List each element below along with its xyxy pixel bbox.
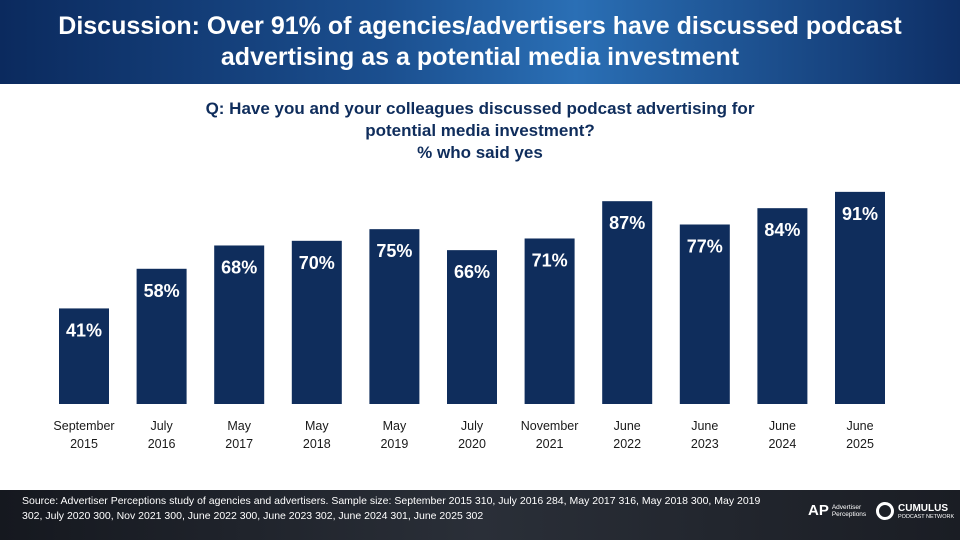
tick-label-5-1: 2020 [458, 437, 486, 451]
data-label-8: 77% [687, 236, 723, 256]
data-label-7: 87% [609, 213, 645, 233]
tick-label-6-1: 2021 [536, 437, 564, 451]
data-label-6: 71% [532, 250, 568, 270]
data-label-4: 75% [376, 241, 412, 261]
tick-label-8-0: June [691, 419, 718, 433]
question-block: Q: Have you and your colleagues discusse… [120, 98, 840, 164]
bar-4 [369, 229, 420, 404]
tick-label-7-0: June [614, 419, 641, 433]
ap-wordmark: Advertiser Perceptions [832, 504, 866, 518]
tick-label-0-1: 2015 [70, 437, 98, 451]
question-line-3: % who said yes [417, 143, 543, 162]
tick-label-5-0: July [461, 419, 484, 433]
tick-label-3-1: 2018 [303, 437, 331, 451]
bar-5 [447, 250, 497, 404]
tick-label-2-0: May [227, 419, 251, 433]
cumulus-wordmark: CUMULUS PODCAST NETWORK [898, 503, 954, 520]
bar-chart: 41% September 2015 58% July 2016 68% May 2017 70%… [53, 191, 885, 451]
footer: Source: Advertiser Perceptions study of … [0, 490, 960, 540]
bar-10 [835, 191, 885, 404]
tick-label-0-0: September [53, 419, 114, 433]
question-line-1: Q: Have you and your colleagues discusse… [205, 99, 755, 118]
data-label-9: 84% [764, 220, 800, 240]
tick-label-9-0: June [769, 419, 796, 433]
ap-mark: AP [808, 502, 829, 519]
bar-7 [602, 201, 653, 404]
bar-6 [524, 238, 575, 404]
tick-label-3-0: May [305, 419, 329, 433]
tick-label-9-1: 2024 [768, 437, 796, 451]
header: Discussion: Over 91% of agencies/adverti… [0, 0, 960, 84]
tick-label-10-0: June [846, 419, 873, 433]
tick-label-4-0: May [383, 419, 407, 433]
data-label-5: 66% [454, 262, 490, 282]
cumulus-ring-icon [876, 502, 894, 520]
data-label-0: 41% [66, 320, 102, 340]
tick-label-1-0: July [150, 419, 173, 433]
bar-2 [214, 245, 265, 404]
ap-wordmark-line-1: Advertiser [831, 503, 862, 511]
tick-label-1-1: 2016 [148, 437, 176, 451]
tick-label-2-1: 2017 [225, 437, 253, 451]
tick-label-4-1: 2019 [380, 437, 408, 451]
bar-1 [136, 268, 187, 404]
tick-label-7-1: 2022 [613, 437, 641, 451]
advertiser-perceptions-logo: AP Advertiser Perceptions [808, 502, 866, 519]
bar-3 [291, 240, 342, 404]
data-label-3: 70% [299, 253, 335, 273]
cumulus-wordmark-line-1: CUMULUS [898, 502, 948, 514]
question-line-2: potential media investment? [365, 121, 595, 140]
tick-label-10-1: 2025 [846, 437, 874, 451]
bar-0 [59, 308, 109, 404]
data-label-2: 68% [221, 257, 257, 277]
cumulus-logo: CUMULUS PODCAST NETWORK [876, 502, 954, 520]
tick-label-8-1: 2023 [691, 437, 719, 451]
cumulus-wordmark-line-2: PODCAST NETWORK [898, 513, 955, 520]
bar-8 [679, 224, 730, 404]
ap-wordmark-line-2: Perceptions [831, 510, 867, 518]
page-title: Discussion: Over 91% of agencies/adverti… [58, 12, 902, 71]
tick-label-6-0: November [521, 419, 579, 433]
data-label-10: 91% [842, 204, 878, 224]
source-note: Source: Advertiser Perceptions study of … [22, 495, 761, 522]
data-label-1: 58% [144, 281, 180, 301]
bar-9 [757, 208, 808, 404]
